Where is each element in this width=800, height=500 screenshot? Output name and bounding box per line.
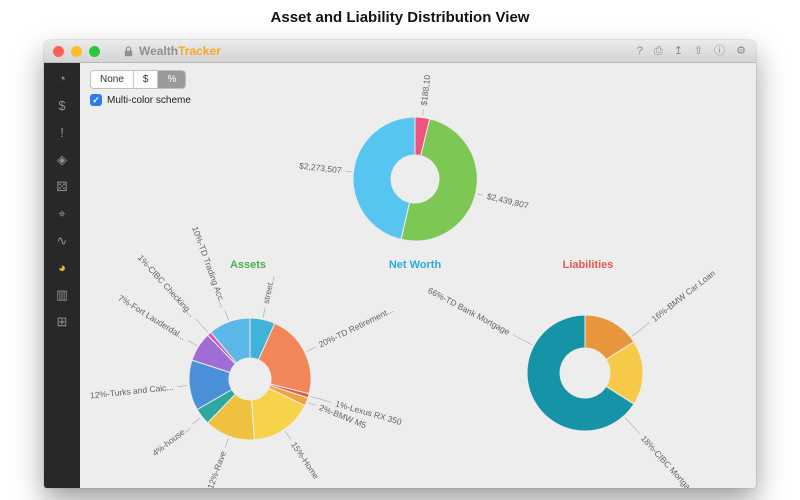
liabilities-chart-title: Liabilities [562, 259, 614, 271]
sidebar-item-tags[interactable]: ◈ [49, 152, 75, 167]
checkbox-icon[interactable]: ✓ [90, 94, 102, 106]
net-worth-slice-label-2: $2,273,507 [299, 161, 343, 176]
net-worth-slice-label-0: $188,10 [419, 74, 433, 106]
main-area: $188,10 $2,439,807 $2,273,507 street... 20%-… [80, 63, 756, 488]
settings-icon[interactable]: ⚙ [736, 44, 746, 57]
assets-chart-title: Assets [229, 259, 267, 271]
liabilities-slice-label-1: 18%-CIBC Mortgage [639, 433, 699, 488]
assets-slice-10[interactable] [210, 317, 251, 364]
sidebar-item-trend[interactable]: ∿ [49, 233, 75, 248]
assets-slice-label-0: street... [261, 275, 277, 305]
net-worth-slice-2[interactable] [352, 116, 416, 241]
assets-label-line-1 [306, 346, 316, 352]
net-worth-label-line-0 [422, 109, 424, 116]
assets-slice-label-1: 20%-TD Retirement... [317, 304, 395, 349]
locations-icon: ⌖ [58, 206, 66, 221]
checkmark-icon: ✓ [92, 94, 100, 105]
info-icon[interactable]: ⓘ [714, 44, 726, 57]
trend-icon: ∿ [56, 233, 68, 248]
close-button[interactable] [53, 45, 64, 57]
titlebar-actions: ? ⎙ ↥ ⇧ ⓘ ⚙ [637, 40, 746, 62]
print-icon[interactable]: ⎙ [653, 44, 663, 57]
liabilities-label-line-1 [624, 417, 641, 435]
page-title: Asset and Liability Distribution View [270, 9, 530, 26]
dice-icon: ⚄ [56, 179, 68, 194]
window-title: WealthTracker [139, 40, 221, 62]
window-title-primary: Wealth [139, 44, 179, 58]
tags-icon: ◈ [57, 152, 67, 167]
charts-canvas: $188,10 $2,439,807 $2,273,507 street... 20%-… [90, 74, 718, 488]
net-worth-label-line-2 [345, 170, 352, 173]
share-icon[interactable]: ⇧ [693, 44, 704, 57]
assets-label-line-7 [177, 385, 188, 387]
app-window: WealthTracker ? ⎙ ↥ ⇧ ⓘ ⚙ ◔ $ ! ◈ ⚄ ⌖ ∿ … [44, 40, 756, 488]
sidebar-item-piechart[interactable]: ◕ [49, 260, 75, 275]
net-worth-chart-title: Net Worth [388, 259, 442, 271]
assets-slice-label-10: 10%-TD Trading Acc... [190, 225, 228, 308]
sidebar-item-money[interactable]: $ [49, 98, 75, 113]
piechart-icon: ◕ [58, 260, 66, 275]
liabilities-slice-label-2: 66%-TD Bank Mortgage [426, 285, 511, 337]
sidebar-item-alerts[interactable]: ! [49, 125, 75, 140]
lock-icon [124, 45, 133, 57]
sidebar-item-barchart[interactable]: ▥ [49, 287, 75, 302]
sidebar-item-accounts[interactable]: ⊞ [49, 314, 75, 329]
minimize-button[interactable] [71, 45, 82, 57]
barchart-icon: ▥ [55, 287, 69, 302]
liabilities-slice-2[interactable] [526, 314, 635, 432]
assets-label-line-6 [192, 417, 201, 425]
segment-percent[interactable]: % [158, 71, 186, 88]
assets-label-line-0 [262, 307, 266, 318]
sidebar-item-dice[interactable]: ⚄ [49, 179, 75, 194]
assets-label-line-4 [284, 431, 292, 440]
alerts-icon: ! [60, 125, 64, 140]
accounts-icon: ⊞ [56, 314, 68, 329]
liabilities-slice-label-0: 16%-BMW Car Loan [650, 268, 718, 324]
liabilities-label-line-0 [632, 322, 650, 337]
assets-label-line-10 [224, 310, 229, 320]
window-body: ◔ $ ! ◈ ⚄ ⌖ ∿ ◕ ▥ ⊞ $188,10 $2,439,807 $2,… [44, 63, 756, 488]
assets-slice-1[interactable] [257, 322, 312, 395]
zoom-button[interactable] [89, 45, 100, 57]
assets-label-line-3 [308, 402, 316, 406]
multicolor-checkbox[interactable]: ✓ Multi-color scheme [90, 94, 191, 106]
money-icon: $ [58, 98, 66, 113]
traffic-lights [44, 45, 100, 57]
segment-dollar[interactable]: $ [133, 71, 159, 88]
gauge-icon: ◔ [58, 71, 66, 86]
sidebar: ◔ $ ! ◈ ⚄ ⌖ ∿ ◕ ▥ ⊞ [44, 63, 80, 488]
assets-label-line-5 [224, 438, 229, 448]
assets-slice-label-7: 12%-Turks and Caic... [90, 382, 174, 401]
display-mode-segmented-control: None $ % [90, 70, 187, 89]
export-icon[interactable]: ↥ [673, 44, 683, 57]
segment-none[interactable]: None [91, 71, 134, 88]
titlebar: WealthTracker ? ⎙ ↥ ⇧ ⓘ ⚙ [44, 40, 756, 63]
net-worth-slice-label-1: $2,439,807 [486, 191, 530, 211]
assets-slice-label-6: 4%-house... [150, 422, 192, 458]
assets-label-line-9 [195, 318, 209, 333]
assets-slice-label-4: 15%-Home [289, 440, 321, 481]
net-worth-slice-1[interactable] [400, 118, 478, 242]
window-title-secondary: Tracker [178, 44, 221, 58]
net-worth-label-line-1 [477, 193, 484, 196]
assets-label-line-8 [187, 340, 197, 346]
assets-label-line-2 [310, 396, 332, 403]
checkbox-label: Multi-color scheme [107, 94, 191, 106]
liabilities-label-line-2 [512, 334, 533, 346]
help-icon[interactable]: ? [636, 44, 643, 57]
assets-slice-label-5: 12%-Rave [205, 449, 228, 488]
sidebar-item-locations[interactable]: ⌖ [49, 206, 75, 221]
sidebar-item-gauge[interactable]: ◔ [49, 71, 75, 86]
